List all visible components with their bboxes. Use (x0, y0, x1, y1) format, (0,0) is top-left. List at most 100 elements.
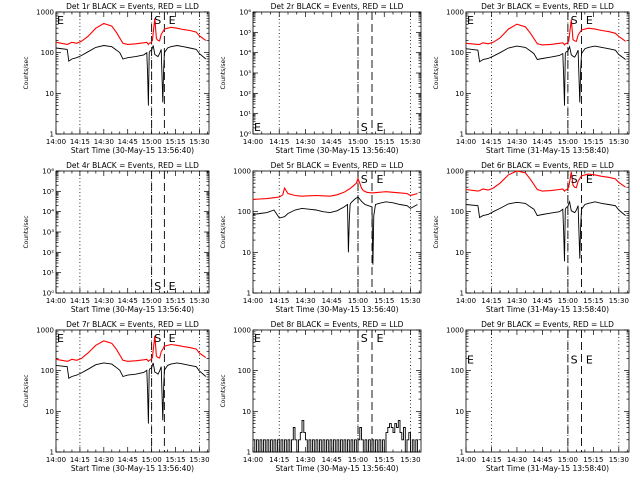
x-tick-label: 15:30 (400, 138, 420, 146)
x-tick-label: 14:45 (532, 456, 552, 464)
x-tick-label: 15:15 (374, 297, 394, 305)
x-tick-label: 15:30 (609, 297, 629, 305)
y-axis-label: Counts/sec (23, 215, 30, 248)
x-axis-label: Start Time (30-May-15 13:56:40) (71, 464, 194, 473)
x-axis-label: Start Time (30-May-15 13:56:40) (275, 464, 398, 473)
y-tick-label: 10³ (42, 229, 54, 237)
end-marker: E (377, 121, 384, 134)
y-tick-label: 1000 (233, 168, 251, 176)
x-tick-label: 14:00 (46, 297, 66, 305)
panel-det-8: Det 8r BLACK = Events, RED = LLD 14:00 14:… (220, 320, 422, 473)
x-tick-label: 14:45 (322, 297, 342, 305)
x-tick-label: 15:00 (142, 138, 162, 146)
panel-title: Det 5r BLACK = Events, RED = LLD (271, 161, 404, 170)
x-tick-label: 14:00 (46, 456, 66, 464)
y-tick-label: 10² (239, 90, 251, 98)
plot-frame (252, 170, 422, 294)
y-tick-label: 100 (451, 367, 464, 375)
x-tick-label: 15:15 (583, 456, 603, 464)
x-tick-label: 15:15 (583, 138, 603, 146)
y-tick-label: 1000 (36, 9, 54, 17)
events-series-line (55, 45, 207, 106)
x-tick-label: 14:30 (507, 297, 527, 305)
y-tick-label: 100 (41, 49, 54, 57)
x-tick-label: 14:15 (269, 297, 289, 305)
y-tick-label: 1000 (233, 327, 251, 335)
y-tick-label: 1000 (446, 327, 464, 335)
plot-frame (465, 170, 630, 294)
x-axis-label: Start Time (30-May-15 13:56:40) (275, 305, 398, 314)
y-tick-label: 1 (247, 449, 251, 457)
y-tick-label: 1000 (446, 168, 464, 176)
y-tick-label: 100 (41, 367, 54, 375)
x-tick-label: 15:00 (558, 138, 578, 146)
y-axis-label: Counts/sec (220, 56, 227, 89)
y-tick-label: 10⁶ (239, 9, 251, 17)
y-tick-label: 10⁰ (42, 290, 54, 298)
x-tick-label: 14:45 (322, 138, 342, 146)
y-axis-label: Counts/sec (220, 374, 227, 407)
x-axis-label: Start Time (31-May-15 13:58:40) (486, 146, 609, 155)
y-axis-label: Counts/sec (220, 215, 227, 248)
end-marker: E (169, 332, 176, 345)
panel-title: Det 7r BLACK = Events, RED = LLD (66, 320, 199, 329)
x-tick-label: 14:00 (243, 456, 263, 464)
x-tick-label: 14:15 (481, 138, 501, 146)
lld-series-line (465, 19, 626, 46)
x-tick-label: 14:45 (532, 138, 552, 146)
y-tick-label: 10 (455, 408, 464, 416)
start-marker: S (361, 332, 368, 345)
start-marker: S (361, 121, 368, 134)
plot-frame (465, 329, 630, 453)
x-tick-label: 14:15 (269, 138, 289, 146)
start-marker: S (361, 173, 368, 186)
x-tick-label: 15:30 (189, 297, 209, 305)
x-tick-label: 14:45 (532, 297, 552, 305)
x-tick-label: 14:45 (118, 138, 138, 146)
x-tick-label: 14:30 (507, 456, 527, 464)
end-marker: E (586, 14, 593, 27)
x-axis-label: Start Time (30-May-15 13:56:40) (71, 305, 194, 314)
y-tick-label: 1 (460, 131, 464, 139)
panel-title: Det 9r BLACK = Events, RED = LLD (481, 320, 614, 329)
y-tick-label: 1 (460, 449, 464, 457)
y-tick-label: 10⁶ (42, 168, 54, 176)
y-tick-label: 10¹ (42, 269, 54, 277)
events-series-line (253, 419, 420, 453)
start-marker: S (154, 14, 161, 27)
x-tick-label: 15:30 (400, 297, 420, 305)
plot-frame (252, 329, 422, 453)
end-marker: E (57, 14, 64, 27)
panel-det-4: Det 4r BLACK = Events, RED = LLD 14:00 14:… (23, 161, 210, 314)
x-tick-label: 14:30 (94, 456, 114, 464)
y-axis-label: Counts/sec (433, 56, 440, 89)
y-tick-label: 100 (238, 208, 251, 216)
y-tick-label: 10 (242, 249, 251, 257)
lld-series-line (55, 18, 207, 46)
x-tick-label: 15:00 (558, 456, 578, 464)
x-tick-label: 14:15 (269, 456, 289, 464)
start-marker: S (154, 280, 161, 293)
x-tick-label: 15:30 (189, 138, 209, 146)
start-marker: S (571, 14, 578, 27)
end-marker: E (377, 173, 384, 186)
y-tick-label: 1000 (36, 327, 54, 335)
y-tick-label: 10⁵ (239, 29, 251, 37)
x-tick-label: 14:00 (456, 138, 476, 146)
y-tick-label: 10 (242, 408, 251, 416)
lld-series-line (465, 170, 626, 192)
x-tick-label: 15:00 (348, 456, 368, 464)
x-tick-label: 15:15 (583, 297, 603, 305)
y-tick-label: 1 (247, 290, 251, 298)
x-tick-label: 15:00 (142, 456, 162, 464)
y-tick-label: 1000 (446, 9, 464, 17)
x-tick-label: 14:30 (94, 138, 114, 146)
x-tick-label: 14:15 (70, 138, 90, 146)
y-axis-label: Counts/sec (23, 56, 30, 89)
panel-title: Det 4r BLACK = Events, RED = LLD (66, 161, 199, 170)
end-marker: E (169, 14, 176, 27)
x-tick-label: 14:30 (295, 297, 315, 305)
y-tick-label: 10 (455, 249, 464, 257)
y-tick-label: 100 (238, 367, 251, 375)
